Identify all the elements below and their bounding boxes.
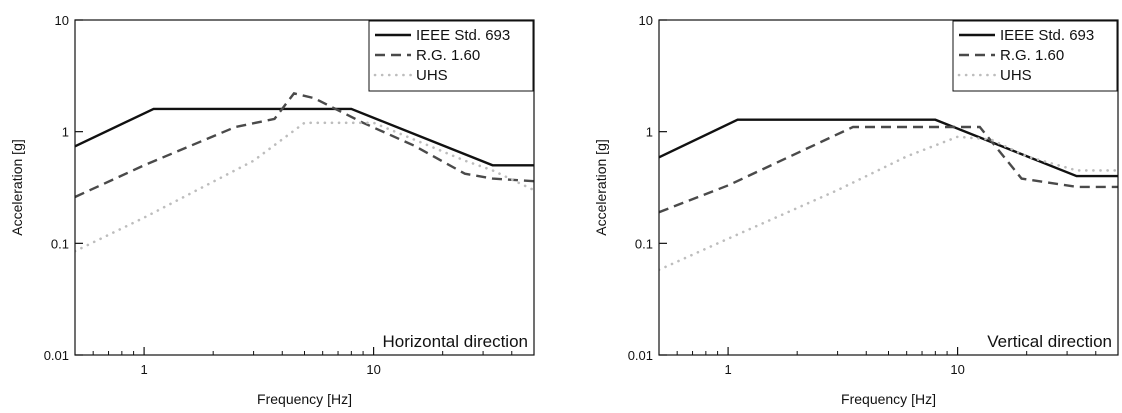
legend-label: R.G. 1.60 (1000, 47, 1064, 64)
series-line-ieee-std-693 (75, 107, 534, 167)
plot-area (659, 118, 1118, 272)
series-line-r-g-1-60 (659, 125, 1118, 214)
x-axis-title: Frequency [Hz] (257, 391, 352, 407)
y-tick-label: 0.1 (635, 236, 653, 251)
x-tick-label: 1 (140, 362, 147, 377)
y-tick-label: 10 (55, 13, 69, 28)
legend-label: IEEE Std. 693 (416, 27, 510, 44)
y-tick-label: 0.01 (628, 348, 653, 363)
y-tick-label: 0.01 (44, 348, 69, 363)
y-tick-label: 0.1 (51, 236, 69, 251)
x-tick-label: 10 (950, 362, 964, 377)
legend-label: UHS (416, 67, 448, 84)
x-tick-label: 1 (724, 362, 731, 377)
y-tick-label: 10 (639, 13, 653, 28)
series-line-uhs (659, 135, 1118, 272)
series-line-ieee-std-693 (659, 118, 1118, 178)
direction-annotation: Horizontal direction (382, 332, 528, 351)
plot-area (75, 92, 534, 253)
legend: IEEE Std. 693 R.G. 1.60 UHS (952, 20, 1118, 92)
chart-panel-horizontal: 1 10 0.01 0.1 1 10 Frequency [Hz] Acceleration … (9, 13, 535, 407)
legend-label: IEEE Std. 693 (1000, 27, 1094, 44)
legend: IEEE Std. 693 R.G. 1.60 UHS (368, 20, 534, 92)
legend-label: UHS (1000, 67, 1032, 84)
direction-annotation: Vertical direction (987, 332, 1112, 351)
x-tick-label: 10 (366, 362, 380, 377)
y-axis-title: Acceleration [g] (593, 139, 609, 236)
x-axis-title: Frequency [Hz] (841, 391, 936, 407)
legend-label: R.G. 1.60 (416, 47, 480, 64)
series-line-uhs (75, 121, 534, 253)
chart-panel-vertical: 1 10 0.01 0.1 1 10 Frequency [Hz] Acceleration … (593, 13, 1119, 407)
y-tick-label: 1 (62, 125, 69, 140)
y-tick-label: 1 (646, 125, 653, 140)
y-axis-title: Acceleration [g] (9, 139, 25, 236)
